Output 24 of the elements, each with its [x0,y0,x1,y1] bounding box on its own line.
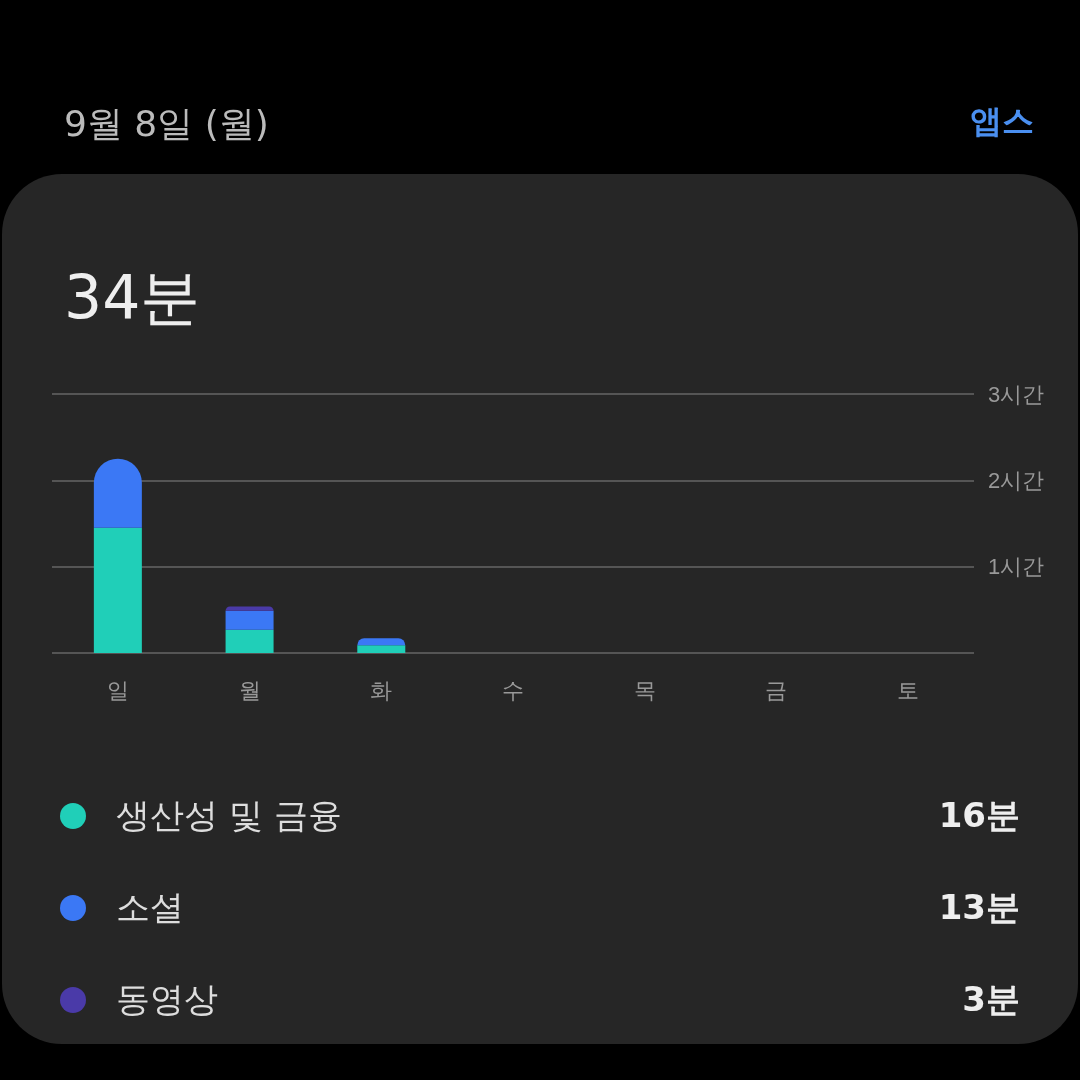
legend-label: 소셜 [116,886,185,929]
text: 3분 [962,978,1020,1021]
chart-title: 34분 [64,261,201,334]
x-tick-label: 일 [106,677,129,703]
x-tick-label: 토 [897,677,920,703]
text: 13분 [938,886,1020,929]
y-tick-label: 2시간 [988,467,1045,493]
x-tick-label: 수 [502,677,524,703]
x-tick-label: 목 [633,677,656,703]
text: 앱스 [970,101,1034,142]
bar [357,645,406,653]
text: 16분 [938,794,1020,837]
x-tick-label: 금 [765,677,788,703]
bar [93,527,142,653]
y-tick-label: 3시간 [988,381,1045,407]
x-tick-label: 월 [238,677,261,703]
chart-subtitle: 9월 8일 (월) [64,102,269,146]
y-tick-label: 1시간 [988,554,1045,580]
bar [225,610,274,630]
x-tick-label: 화 [370,677,393,703]
legend-label: 생산성 및 금융 [116,794,343,837]
legend-label: 동영상 [116,978,219,1021]
bar [225,629,274,653]
bar [225,606,274,611]
